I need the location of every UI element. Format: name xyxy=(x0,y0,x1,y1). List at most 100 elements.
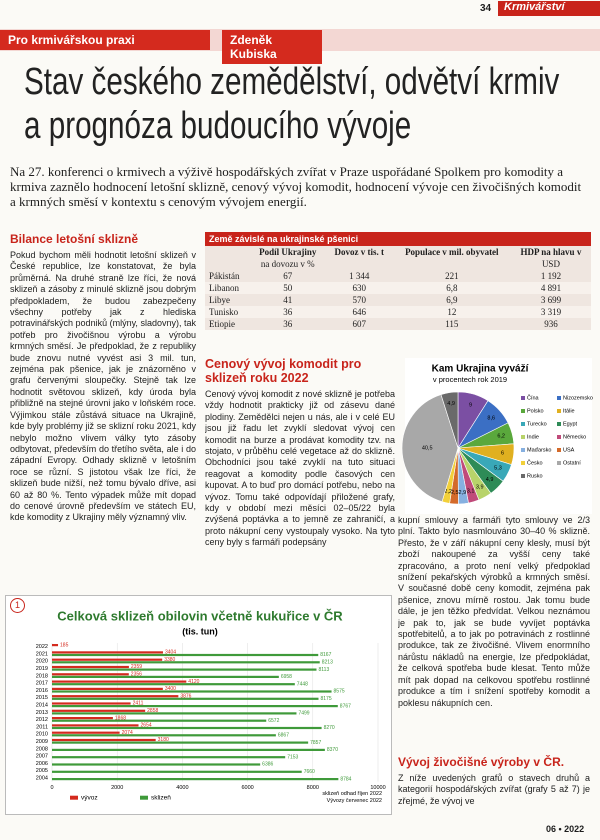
chart-note: sklizeň odhad říjen 2022 xyxy=(322,791,382,797)
bar xyxy=(52,738,156,742)
table-box: Země závislé na ukrajinské pšenici Podíl… xyxy=(205,232,591,330)
bar-label: 7153 xyxy=(287,754,298,760)
x-tick-label: 8000 xyxy=(307,785,319,791)
legend-label: Ostatní xyxy=(563,460,581,466)
pie-slice xyxy=(440,391,459,449)
bar-label: 7857 xyxy=(310,740,321,746)
x-tick-label: 0 xyxy=(50,785,53,791)
paragraph: Cenový vývoj komodit z nové sklizně je p… xyxy=(205,389,395,548)
cell: 67 xyxy=(283,271,293,281)
y-tick-label: 2009 xyxy=(36,739,48,745)
bar xyxy=(52,658,163,661)
bar xyxy=(52,644,59,647)
bar-label: 3380 xyxy=(164,657,175,663)
slice-label: 4,9 xyxy=(486,477,494,483)
bar-label: 2654 xyxy=(141,723,152,729)
bar xyxy=(52,770,302,773)
slice-label: 2,2 xyxy=(444,489,452,495)
cell: 36 xyxy=(283,319,293,329)
cell: 646 xyxy=(352,307,367,317)
bar-label: 7448 xyxy=(297,681,308,687)
cell: 221 xyxy=(445,271,459,281)
bar-label: 3400 xyxy=(165,686,176,692)
legend-swatch xyxy=(557,461,561,465)
bar-label: 8167 xyxy=(320,652,331,658)
bar xyxy=(52,719,267,722)
table-row: Libanon 50 630 6,8 4 891 xyxy=(205,282,591,294)
y-tick-label: 2021 xyxy=(36,651,48,657)
legend-swatch xyxy=(521,409,525,413)
bar xyxy=(52,712,297,715)
title-line: a prognóza budoucího vývoje xyxy=(24,105,412,147)
bar-label: 2411 xyxy=(133,701,144,707)
slice-label: 9 xyxy=(469,402,472,408)
cell: 6,9 xyxy=(446,295,458,305)
paragraph: Z níže uvedených grafů o stavech druhů a… xyxy=(398,773,590,806)
legend-label: Polsko xyxy=(527,408,544,414)
y-tick-label: 2007 xyxy=(36,754,48,760)
unit-cell: na dovozu v % xyxy=(260,259,315,269)
bar xyxy=(52,690,332,693)
legend-label: sklizeň xyxy=(151,794,171,801)
cell: 36 xyxy=(283,307,293,317)
slice-label: 3,9 xyxy=(476,485,484,491)
table: Podíl Ukrajiny Dovoz v tis. t Populace v… xyxy=(205,246,591,330)
bar-label: 3180 xyxy=(158,737,169,743)
cell: 115 xyxy=(445,319,459,329)
cell: 936 xyxy=(544,319,558,329)
author: Zdeněk Kubiska xyxy=(222,30,322,64)
bar-label: 1868 xyxy=(115,715,126,721)
bar xyxy=(52,661,320,664)
cell: Tunisko xyxy=(209,307,239,317)
bar-label: 8213 xyxy=(322,660,333,666)
bar-label: 2356 xyxy=(131,672,142,678)
cell: Libanon xyxy=(209,283,239,293)
bar-label: 6958 xyxy=(281,674,292,680)
x-tick-label: 10000 xyxy=(370,785,385,791)
title: Stav českého zemědělství, odvětví krmiv … xyxy=(24,60,586,148)
bar xyxy=(52,651,163,654)
bar xyxy=(52,756,286,759)
table-caption: Země závislé na ukrajinské pšenici xyxy=(205,232,591,246)
legend-swatch xyxy=(557,422,561,426)
bar xyxy=(52,726,322,730)
slice-label: 2,9 xyxy=(459,490,467,496)
cell: 12 xyxy=(447,307,457,317)
bar-label: 185 xyxy=(60,642,69,648)
y-tick-label: 2015 xyxy=(36,695,48,701)
cell: Etiopie xyxy=(209,319,235,329)
bar-label: 8113 xyxy=(318,667,329,673)
x-tick-label: 6000 xyxy=(241,785,253,791)
legend-swatch xyxy=(521,435,525,439)
legend-label: vývoz xyxy=(81,794,98,801)
pie-slice xyxy=(401,394,459,503)
header-cell: Populace v mil. obyvatel xyxy=(405,247,499,257)
cell: 607 xyxy=(352,319,367,329)
y-tick-label: 2005 xyxy=(36,768,48,774)
legend-label: Egypt xyxy=(563,421,578,427)
bar xyxy=(52,717,113,720)
bar-label: 6572 xyxy=(268,718,279,724)
bar-label: 6867 xyxy=(278,733,289,739)
paragraph: kupní smlouvy a farmáři tyto smlouvy ve … xyxy=(398,515,590,708)
slice-label: 8,6 xyxy=(487,415,495,421)
y-tick-label: 2020 xyxy=(36,659,48,665)
cell: 41 xyxy=(283,295,293,305)
bar xyxy=(52,675,279,678)
bar-label: 8784 xyxy=(340,776,351,782)
legend-swatch xyxy=(521,422,525,426)
legend-swatch xyxy=(521,448,525,452)
bar xyxy=(52,778,339,781)
table-row: Tunisko 36 646 12 3 319 xyxy=(205,306,591,318)
bar-label: 6386 xyxy=(262,762,273,768)
bar xyxy=(52,709,146,712)
legend-swatch xyxy=(557,396,561,400)
section-heading: Cenový vývoj komodit pro sklizeň roku 20… xyxy=(205,357,362,385)
bar-label: 4120 xyxy=(188,679,199,685)
cell: 1 344 xyxy=(349,271,370,281)
legend-label: Čína xyxy=(527,394,540,401)
unit-cell: USD xyxy=(541,259,560,269)
legend-swatch xyxy=(557,409,561,413)
page-number: 34 xyxy=(480,3,492,14)
